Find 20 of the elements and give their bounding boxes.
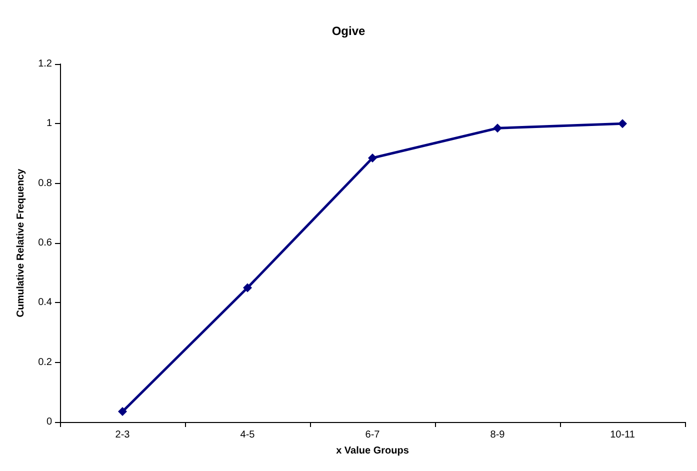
y-tick-label: 0.6 — [38, 238, 52, 248]
x-tick-label: 2-3 — [115, 430, 130, 440]
point — [493, 124, 502, 133]
y-tick-label: 1.2 — [38, 58, 52, 70]
x-axis-title: x Value Groups — [336, 446, 410, 456]
x-tick-label: 10-11 — [610, 430, 636, 440]
y-tick-label: 0 — [46, 416, 52, 428]
y-axis-title: Cumulative Relative Frequency — [16, 168, 26, 318]
point — [618, 119, 627, 128]
x-tick-label: 8-9 — [490, 430, 506, 440]
x-tick-label: 4-5 — [240, 430, 256, 440]
y-tick-label: 1 — [46, 118, 52, 130]
chart-title: Ogive — [332, 24, 366, 38]
y-tick-label: 0.4 — [38, 297, 52, 308]
point — [118, 407, 127, 416]
x-tick-label: 6-7 — [365, 430, 380, 440]
point — [243, 283, 252, 292]
y-tick-label: 0.8 — [38, 178, 52, 189]
y-tick-label: 0.2 — [38, 356, 52, 368]
point — [368, 153, 377, 162]
